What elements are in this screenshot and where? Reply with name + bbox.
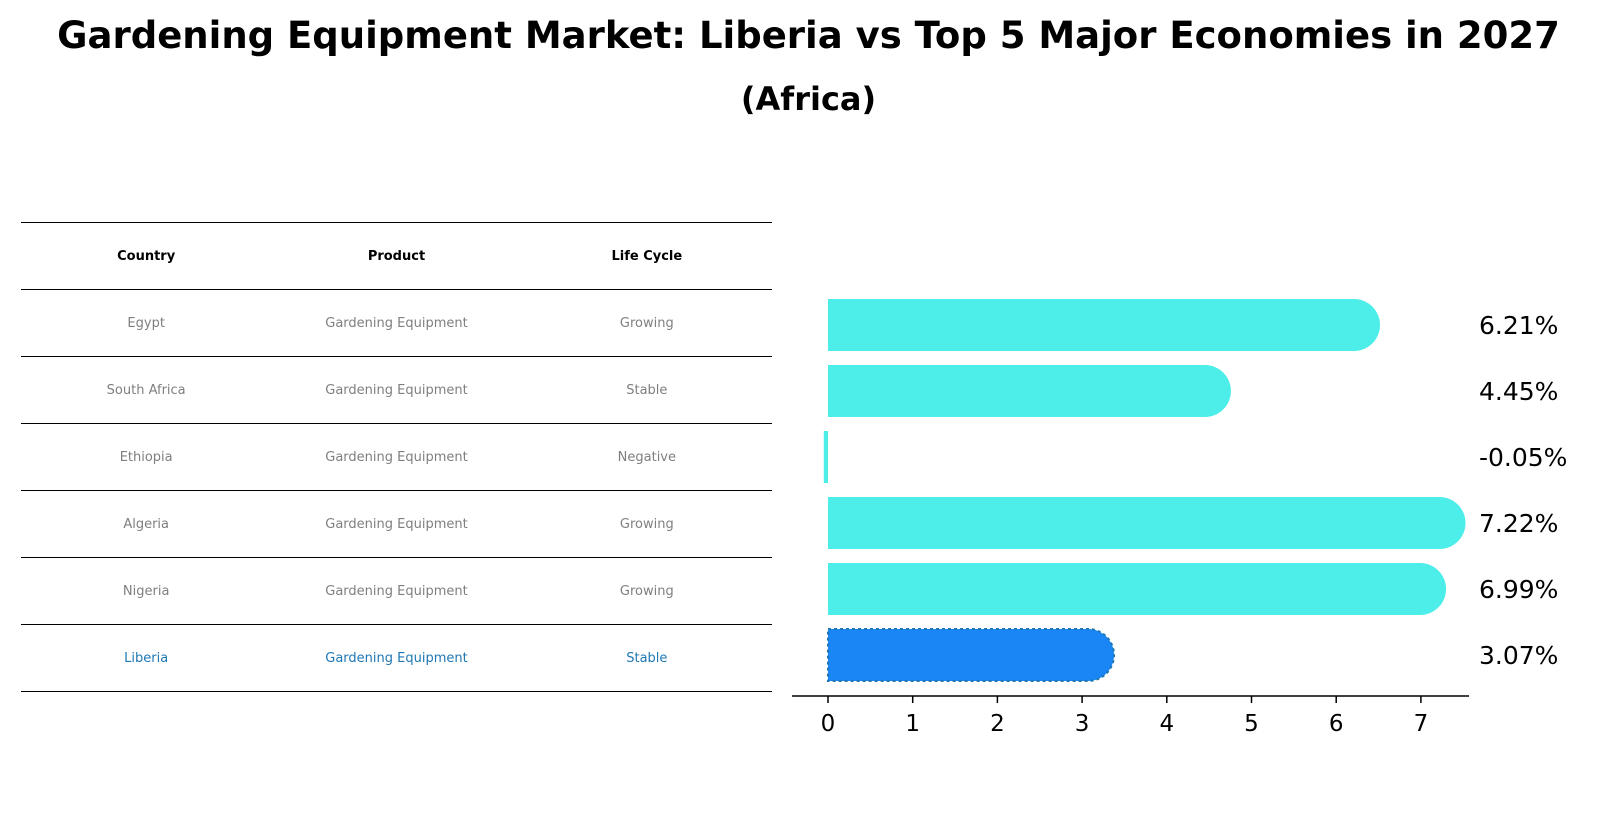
x-tick-label-0: 0 [821, 711, 836, 737]
bar-algeria [828, 497, 1466, 549]
cell-product: Gardening Equipment [271, 289, 522, 357]
cell-country: Liberia [21, 624, 272, 692]
value-label-nigeria: 6.99% [1479, 575, 1558, 604]
cell-life-cycle: Negative [521, 423, 772, 491]
value-label-liberia: 3.07% [1479, 641, 1558, 670]
cell-product: Gardening Equipment [271, 557, 522, 625]
x-tick-label-6: 6 [1329, 711, 1344, 737]
cell-product: Gardening Equipment [271, 356, 522, 424]
table-row: Egypt Gardening Equipment Growing [21, 289, 772, 357]
cell-life-cycle: Growing [521, 557, 772, 625]
life-cycle-table: Country Product Life Cycle Egypt Gardeni… [21, 222, 772, 692]
cell-country: Egypt [21, 289, 272, 357]
cell-life-cycle: Stable [521, 624, 772, 692]
cell-product: Gardening Equipment [271, 490, 522, 558]
bar-south-africa [828, 365, 1231, 417]
cell-life-cycle: Growing [521, 289, 772, 357]
cell-life-cycle: Stable [521, 356, 772, 424]
table-row: Nigeria Gardening Equipment Growing [21, 557, 772, 625]
table-row-highlight: Liberia Gardening Equipment Stable [21, 624, 772, 692]
x-tick-label-3: 3 [1075, 711, 1090, 737]
cell-country: Ethiopia [21, 423, 272, 491]
cell-product: Gardening Equipment [271, 423, 522, 491]
x-tick-label-5: 5 [1244, 711, 1259, 737]
value-label-algeria: 7.22% [1479, 509, 1558, 538]
header-product: Product [271, 222, 522, 290]
table-row: Ethiopia Gardening Equipment Negative [21, 423, 772, 491]
table-row: South Africa Gardening Equipment Stable [21, 356, 772, 424]
x-tick-label-2: 2 [990, 711, 1005, 737]
x-tick-label-1: 1 [905, 711, 920, 737]
value-label-south-africa: 4.45% [1479, 377, 1558, 406]
table-header-row: Country Product Life Cycle [21, 222, 772, 290]
cell-life-cycle: Growing [521, 490, 772, 558]
value-label-egypt: 6.21% [1479, 311, 1558, 340]
table-row: Algeria Gardening Equipment Growing [21, 490, 772, 558]
bar-ethiopia [823, 431, 828, 483]
x-tick-label-4: 4 [1159, 711, 1174, 737]
cell-country: Nigeria [21, 557, 272, 625]
bar-liberia [827, 628, 1116, 682]
cell-country: Algeria [21, 490, 272, 558]
value-label-ethiopia: -0.05% [1479, 443, 1567, 472]
x-tick-label-7: 7 [1414, 711, 1429, 737]
header-country: Country [21, 222, 272, 290]
cell-country: South Africa [21, 356, 272, 424]
chart-subtitle: (Africa) [740, 80, 877, 118]
chart-title: Gardening Equipment Market: Liberia vs T… [57, 14, 1560, 57]
cell-product: Gardening Equipment [271, 624, 522, 692]
header-life-cycle: Life Cycle [521, 222, 772, 290]
bar-egypt [828, 299, 1380, 351]
bar-nigeria [828, 563, 1447, 615]
